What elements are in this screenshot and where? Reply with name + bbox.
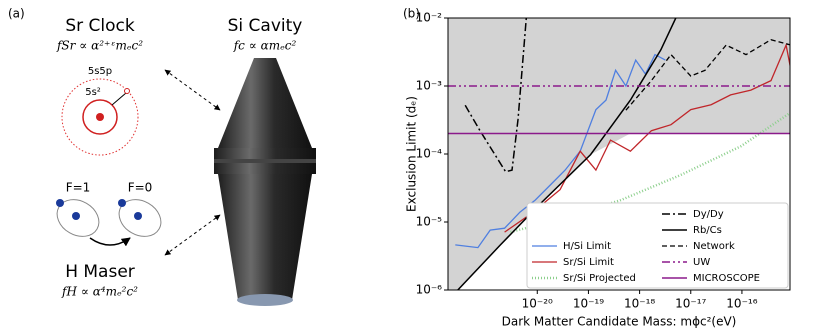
series-line — [457, 18, 677, 290]
legend-label: UW — [693, 257, 710, 268]
legend-label: Sr/Si Limit — [563, 257, 614, 268]
y-tick-label: 10⁻⁴ — [416, 147, 443, 161]
arrow — [164, 214, 221, 256]
sr-title: Sr Clock — [65, 16, 135, 36]
x-axis-label: Dark Matter Candidate Mass: mϕc²(eV) — [502, 315, 737, 329]
legend-label: MICROSCOPE — [693, 273, 760, 284]
x-tick-label: 10⁻¹⁹ — [573, 297, 604, 311]
atom-right — [118, 199, 162, 237]
x-tick-label: 10⁻¹⁷ — [675, 297, 706, 311]
state-right: F=0 — [128, 181, 153, 195]
panel-label: (a) — [8, 7, 25, 21]
y-tick-label: 10⁻⁶ — [416, 283, 443, 297]
h-formula: fH ∝ α⁴mₑ²c² — [61, 285, 138, 299]
panel-a: (a) Sr Clock fSr ∝ α²⁺ᵋmₑc² 5s5p 5s² Si … — [8, 7, 316, 306]
h-title: H Maser — [65, 262, 135, 282]
legend-label: H/Si Limit — [563, 241, 611, 252]
electron — [124, 88, 130, 94]
legend-box — [526, 202, 789, 289]
atom-left — [56, 199, 100, 237]
series-line — [464, 18, 528, 173]
orbit-inner-label: 5s² — [85, 87, 101, 98]
legend-label: Sr/Si Projected — [563, 273, 636, 284]
x-tick-label: 10⁻²⁰ — [522, 297, 553, 311]
x-tick-label: 10⁻¹⁶ — [726, 297, 757, 311]
nucleus — [96, 113, 104, 121]
orbit-outer-label: 5s5p — [88, 66, 112, 77]
x-tick-label: 10⁻¹⁸ — [624, 297, 655, 311]
arrow — [164, 69, 221, 111]
sr-formula: fSr ∝ α²⁺ᵋmₑc² — [56, 39, 143, 53]
series-line — [504, 42, 790, 233]
transition-arrow — [89, 237, 131, 247]
series-line — [625, 39, 790, 111]
si-title: Si Cavity — [228, 16, 303, 36]
panel-b: (b) Dark Matter Candidate Mass: mϕc²(eV)… — [403, 7, 791, 329]
y-axis-label: Exclusion Limit (dₑ) — [405, 96, 419, 212]
panel-label: (b) — [403, 7, 420, 21]
inner-orbit — [82, 99, 118, 135]
outer-orbit — [61, 78, 139, 156]
y-tick-label: 10⁻⁵ — [416, 215, 443, 229]
y-tick-label: 10⁻² — [416, 11, 443, 25]
y-tick-label: 10⁻³ — [416, 79, 443, 93]
transition — [111, 92, 127, 106]
state-left: F=1 — [66, 181, 91, 195]
si-formula: fc ∝ αmₑc² — [233, 39, 297, 53]
legend-label: Network — [693, 241, 735, 252]
legend-label: Rb/Cs — [693, 225, 722, 236]
legend-label: Dy/Dy — [693, 209, 724, 220]
cavity — [214, 58, 316, 306]
